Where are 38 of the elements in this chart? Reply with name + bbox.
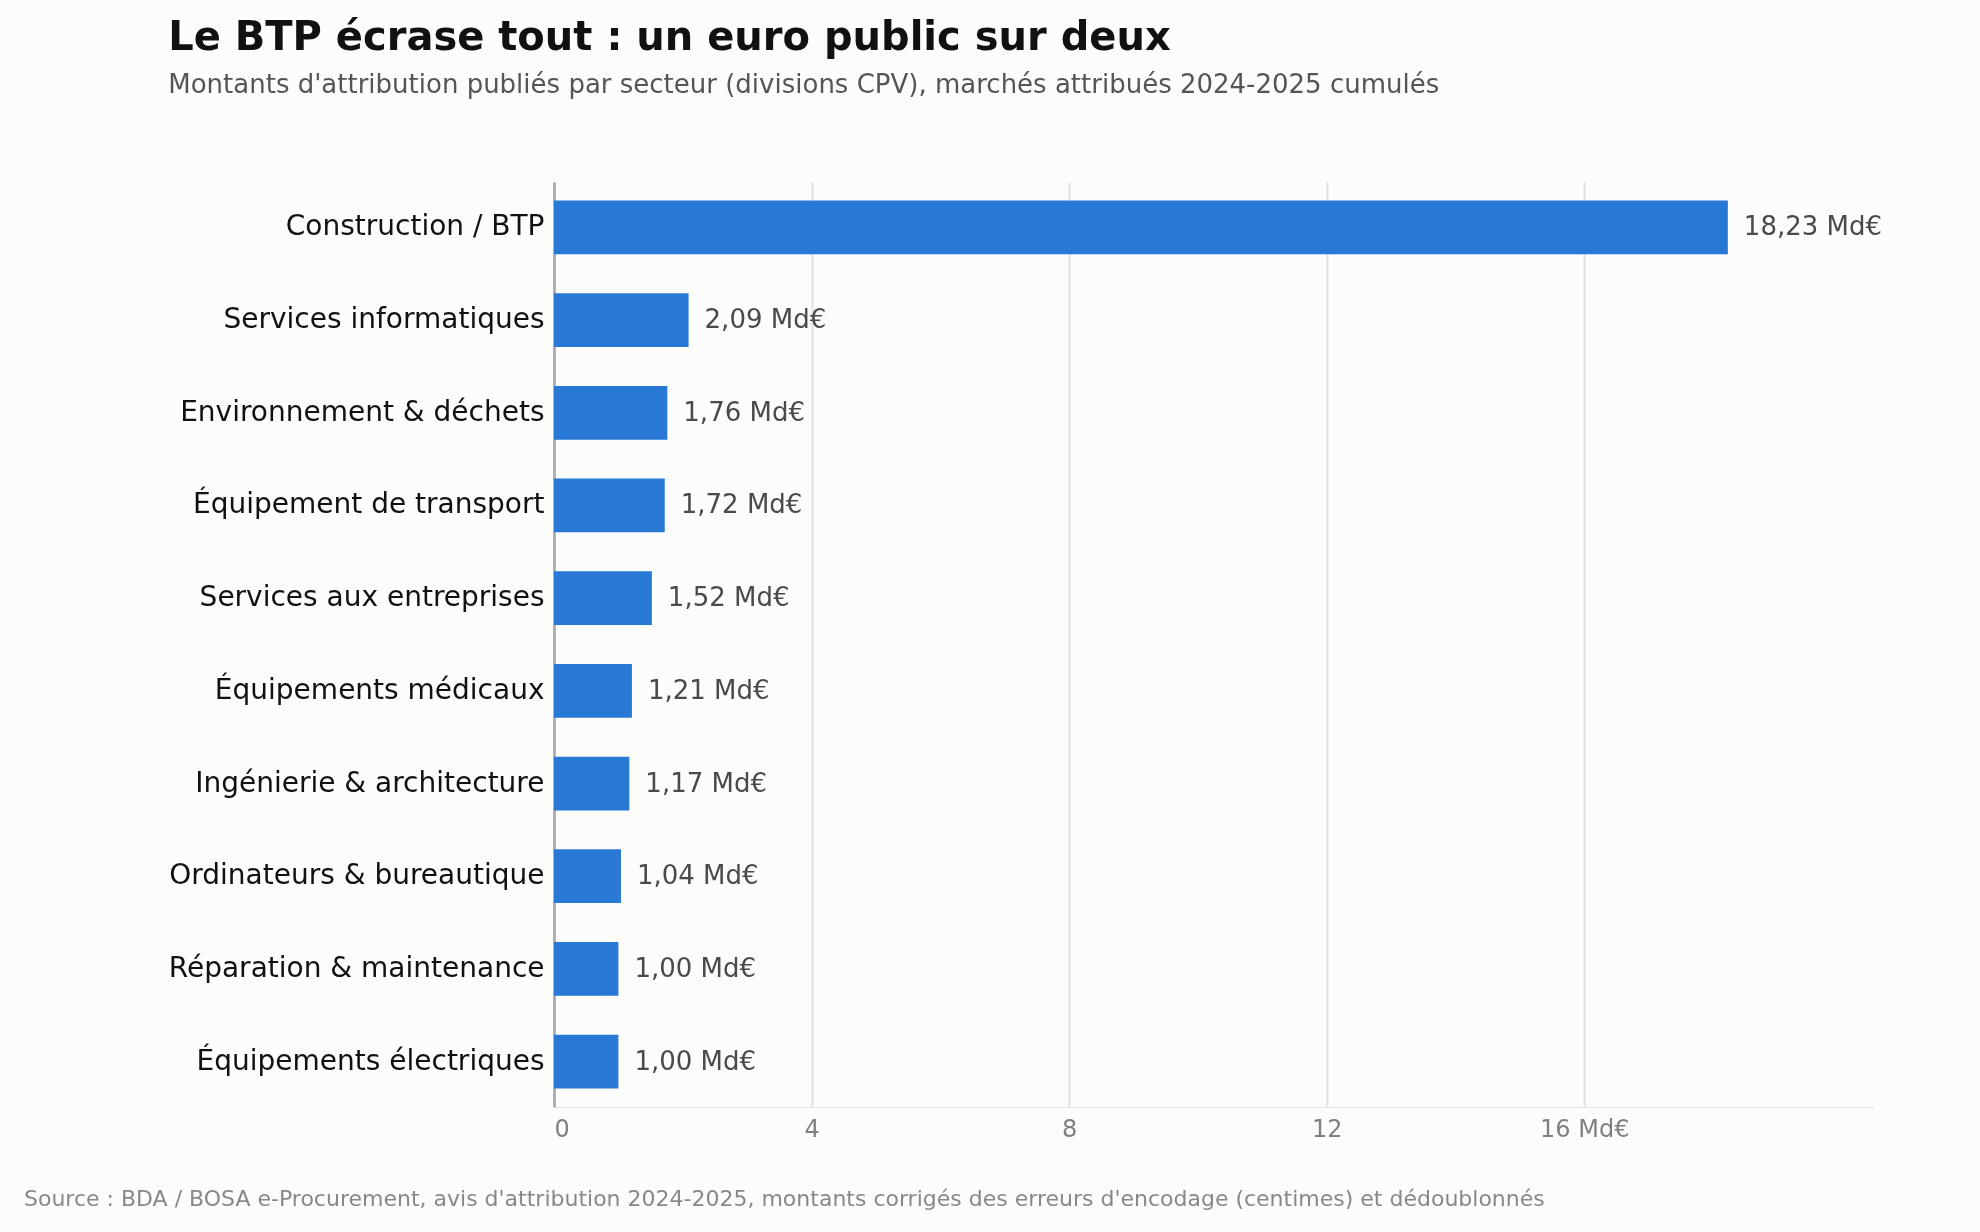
y-tick-label: Ingénierie & architecture [195,765,545,799]
chart-title: Le BTP écrase tout : un euro public sur deux [168,13,1171,59]
data-label: 1,52 Md€ [667,582,790,613]
y-tick-label: Environnement & déchets [180,394,545,428]
bar [554,1034,619,1089]
data-label: 1,21 Md€ [647,674,770,705]
bar [554,478,665,533]
data-label: 18,23 Md€ [1743,211,1883,242]
data-label: 1,72 Md€ [680,489,803,520]
bar [554,849,621,904]
data-label: 1,04 Md€ [636,860,759,891]
source-note: Source : BDA / BOSA e-Procurement, avis d'attribution 2024-2025, montants corrigés des erreurs d'encodage (centimes) et dédoublonnés [24,1186,1545,1211]
bar [554,663,632,718]
x-tick-label: 0 [554,1114,570,1143]
y-tick-label: Services informatiques [223,302,545,336]
y-tick-label: Ordinateurs & bureautique [169,858,545,892]
data-label: 1,17 Md€ [645,767,767,798]
data-label: 1,00 Md€ [634,1045,757,1076]
data-label: 1,76 Md€ [683,396,805,427]
bar [554,200,1728,255]
bar [554,756,630,811]
x-tick-label: 16 Md€ [1540,1114,1630,1143]
x-tick-label: 12 [1311,1114,1343,1143]
y-tick-label: Services aux entreprises [199,580,545,614]
chart-subtitle: Montants d'attribution publiés par secteur (divisions CPV), marchés attribués 2024-2025 cumulés [168,69,1440,99]
x-tick-label: 8 [1061,1114,1078,1143]
y-tick-label: Équipements médicaux [214,671,545,706]
y-tick-label: Équipements électriques [196,1042,545,1077]
bar [554,385,668,440]
bar [554,293,689,347]
y-tick-label: Équipement de transport [193,486,545,521]
data-label: 1,00 Md€ [634,952,757,983]
bar [554,942,619,996]
bar [554,571,652,626]
data-label: 2,09 Md€ [704,304,827,335]
x-tick-label: 4 [804,1114,820,1143]
y-tick-label: Construction / BTP [285,209,545,243]
y-tick-label: Réparation & maintenance [168,950,545,984]
